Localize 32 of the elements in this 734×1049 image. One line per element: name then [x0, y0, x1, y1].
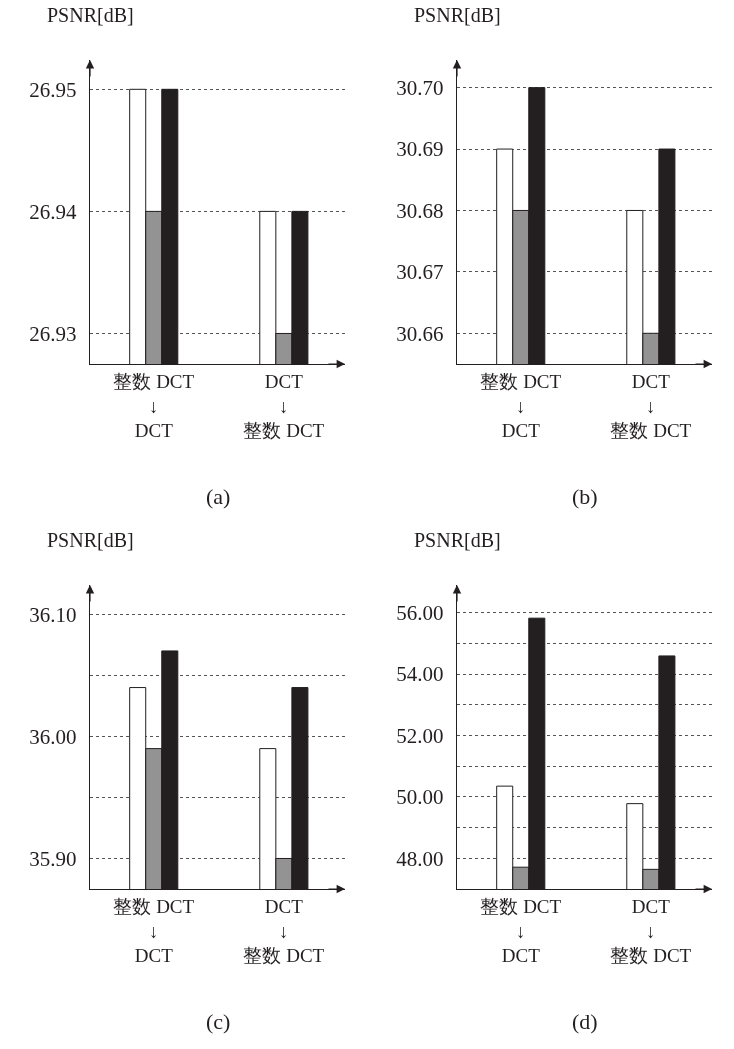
- y-tick-label: 36.10: [29, 602, 77, 627]
- x-tick-label: 整数 DCT ↓ DCT: [480, 371, 562, 442]
- y-tick-label: 26.94: [29, 199, 78, 224]
- y-tick-label: 56.00: [396, 600, 444, 625]
- y-tick-label: 30.70: [396, 75, 444, 100]
- x-tick-label: 整数 DCT ↓ DCT: [113, 896, 195, 967]
- x-tick-label: DCT ↓ 整数 DCT: [243, 896, 325, 967]
- y-tick-label: 30.69: [396, 137, 444, 162]
- y-axis-title: PSNR[dB]: [47, 4, 134, 26]
- y-tick-label: 26.93: [29, 321, 77, 346]
- y-tick-label: 30.68: [396, 198, 444, 223]
- text: (d): [572, 1009, 598, 1034]
- x-tick-label: DCT ↓ 整数 DCT: [243, 371, 325, 442]
- text: (a): [206, 484, 231, 509]
- y-tick-label: 54.00: [396, 662, 444, 687]
- y-tick-label: 30.67: [396, 260, 444, 285]
- y-axis-title: PSNR[dB]: [414, 529, 501, 551]
- y-tick-label: 35.90: [29, 846, 77, 871]
- text: (b): [572, 484, 598, 509]
- y-tick-label: 26.95: [29, 77, 77, 102]
- y-tick-label: 30.66: [396, 321, 444, 346]
- x-tick-label: DCT ↓ 整数 DCT: [610, 371, 692, 442]
- text: (c): [206, 1009, 231, 1034]
- y-tick-label: 48.00: [396, 846, 444, 871]
- y-axis-title: PSNR[dB]: [47, 529, 134, 551]
- y-axis-title: PSNR[dB]: [414, 4, 501, 26]
- x-tick-label: 整数 DCT ↓ DCT: [113, 371, 195, 442]
- y-tick-label: 36.00: [29, 724, 77, 749]
- x-tick-label: DCT ↓ 整数 DCT: [610, 896, 692, 967]
- y-tick-label: 50.00: [396, 785, 444, 810]
- x-tick-label: 整数 DCT ↓ DCT: [480, 896, 562, 967]
- y-tick-label: 52.00: [396, 723, 444, 748]
